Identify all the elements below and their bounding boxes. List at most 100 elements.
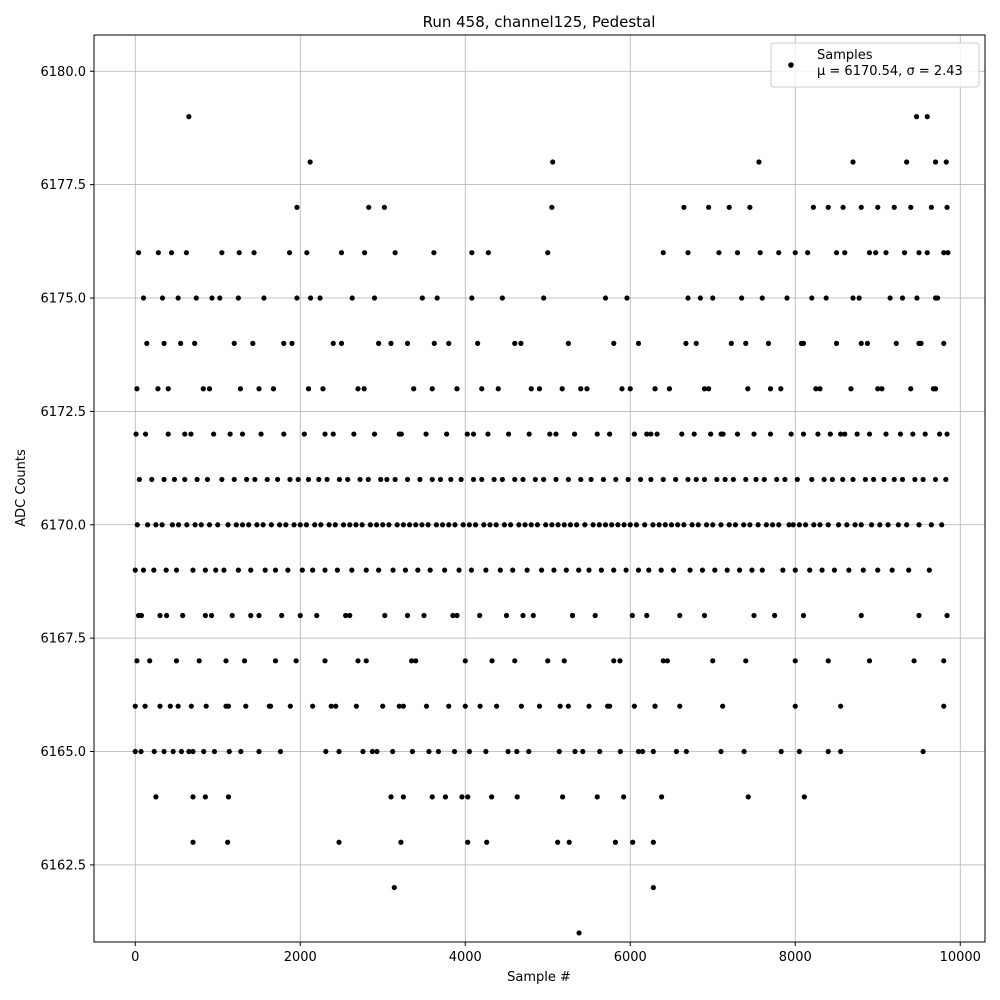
data-point — [147, 658, 153, 664]
points-layer — [132, 114, 951, 936]
data-point — [376, 340, 382, 346]
data-point — [184, 522, 190, 528]
data-point — [904, 159, 910, 165]
legend-marker — [788, 62, 794, 68]
data-point — [206, 386, 213, 392]
data-point — [664, 658, 670, 664]
data-point — [305, 476, 312, 483]
data-point — [384, 476, 390, 483]
data-point — [466, 522, 472, 528]
data-point — [549, 522, 555, 528]
data-point — [920, 748, 926, 755]
data-point — [477, 703, 483, 709]
data-point — [435, 748, 442, 755]
data-point — [462, 658, 468, 664]
data-point — [747, 204, 753, 210]
data-point — [576, 567, 582, 573]
data-point — [178, 340, 184, 346]
data-point — [893, 340, 899, 346]
data-point — [941, 340, 947, 346]
data-point — [536, 386, 543, 392]
data-point — [835, 522, 842, 528]
data-point — [206, 522, 213, 528]
data-point — [493, 522, 499, 528]
data-point — [369, 748, 376, 755]
data-point — [631, 703, 637, 709]
data-point — [142, 703, 148, 709]
data-point — [334, 567, 340, 573]
data-point — [708, 431, 714, 437]
data-point — [858, 612, 864, 619]
x-tick-label: 2000 — [284, 950, 317, 965]
data-point — [260, 522, 266, 528]
data-point — [317, 295, 323, 301]
data-point — [256, 386, 262, 392]
data-point — [165, 431, 171, 437]
data-point — [736, 567, 743, 573]
data-point — [489, 658, 495, 664]
data-point — [446, 703, 452, 709]
data-point — [469, 295, 475, 301]
data-point — [553, 431, 559, 437]
data-point — [825, 748, 831, 755]
data-point — [390, 567, 396, 573]
data-point — [732, 522, 739, 528]
data-point — [322, 567, 328, 573]
data-point — [526, 431, 532, 437]
data-point — [598, 567, 604, 573]
data-point — [596, 522, 602, 528]
data-point — [465, 839, 471, 845]
data-point — [566, 839, 572, 845]
data-point — [417, 476, 423, 483]
data-point — [788, 431, 794, 437]
data-point — [363, 567, 369, 573]
data-point — [499, 295, 505, 301]
data-point — [555, 522, 561, 528]
data-point — [336, 476, 343, 483]
data-point — [192, 340, 198, 346]
data-point — [662, 522, 668, 528]
data-point — [726, 522, 732, 528]
data-point — [584, 386, 590, 392]
data-point — [225, 522, 231, 528]
data-point — [769, 522, 776, 528]
data-point — [351, 431, 357, 437]
data-point — [560, 794, 566, 800]
data-point — [578, 386, 584, 392]
data-point — [400, 522, 406, 528]
data-point — [307, 295, 314, 301]
data-point — [751, 612, 757, 619]
data-point — [180, 612, 186, 619]
data-point — [277, 748, 284, 755]
data-point — [365, 476, 371, 483]
data-point — [710, 522, 716, 528]
data-point — [712, 567, 718, 573]
data-point — [413, 522, 419, 528]
data-point — [741, 748, 747, 755]
data-point — [924, 114, 930, 120]
data-point — [371, 431, 378, 437]
data-point — [802, 522, 809, 528]
data-point — [875, 386, 881, 392]
data-point — [225, 703, 232, 709]
data-point — [491, 476, 497, 483]
data-point — [586, 567, 592, 573]
data-point — [883, 250, 889, 256]
data-point — [572, 748, 578, 755]
data-point — [912, 476, 918, 483]
data-point — [538, 567, 545, 573]
data-point — [652, 703, 658, 709]
data-point — [175, 703, 181, 709]
data-point — [677, 612, 683, 619]
data-point — [679, 431, 685, 437]
data-point — [481, 522, 487, 528]
data-point — [340, 522, 347, 528]
data-point — [945, 250, 951, 256]
data-point — [759, 567, 765, 573]
data-point — [939, 522, 945, 528]
data-point — [630, 839, 636, 845]
data-point — [248, 567, 254, 573]
data-point — [261, 295, 267, 301]
data-point — [524, 567, 530, 573]
